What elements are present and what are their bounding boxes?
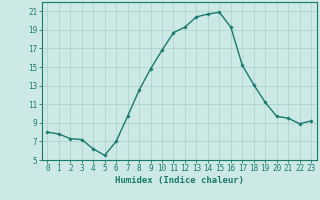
X-axis label: Humidex (Indice chaleur): Humidex (Indice chaleur) <box>115 176 244 185</box>
